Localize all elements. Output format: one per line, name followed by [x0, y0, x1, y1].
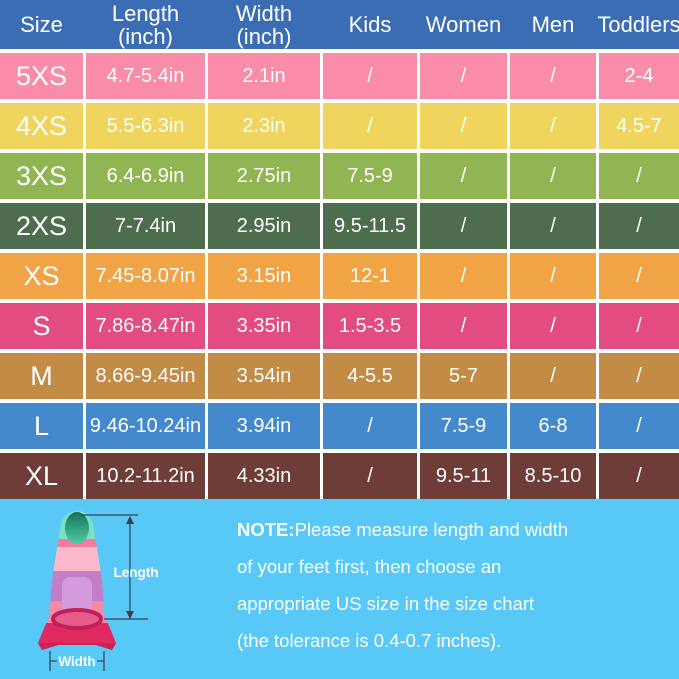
table-cell: 4.33in — [208, 453, 320, 499]
table-cell: 8.5-10 — [510, 453, 596, 499]
table-cell: / — [510, 203, 596, 249]
footer-section: Length Width NOTE:Please measure length … — [0, 499, 679, 679]
table-cell: / — [510, 353, 596, 399]
table-cell: 4-5.5 — [323, 353, 417, 399]
fin-illustration: Length Width — [38, 511, 159, 671]
column-header-size: Size — [0, 0, 83, 49]
table-cell: 3.54in — [208, 353, 320, 399]
table-cell: / — [510, 53, 596, 99]
table-cell: / — [599, 253, 679, 299]
table-grid: Size Length (inch) Width (inch) Kids Wom… — [0, 0, 679, 499]
size-label: 3XS — [0, 153, 83, 199]
table-cell: 7.45-8.07in — [86, 253, 205, 299]
note-text: NOTE:Please measure length and width of … — [237, 511, 568, 659]
column-header-men: Men — [510, 0, 596, 49]
size-label: XL — [0, 453, 83, 499]
column-header-sublabel: (inch) — [117, 23, 173, 49]
table-cell: 7-7.4in — [86, 203, 205, 249]
width-label: Width — [58, 654, 95, 669]
column-header-label: Length — [111, 0, 180, 26]
size-chart-table: Size Length (inch) Width (inch) Kids Wom… — [0, 0, 679, 499]
table-cell: / — [599, 203, 679, 249]
table-cell: 4.5-7 — [599, 103, 679, 149]
table-cell: / — [420, 153, 507, 199]
table-cell: 10.2-11.2in — [86, 453, 205, 499]
table-cell: 9.46-10.24in — [86, 403, 205, 449]
fin-body — [38, 511, 116, 650]
size-label: 2XS — [0, 203, 83, 249]
note-line: NOTE:Please measure length and width — [237, 511, 568, 548]
table-cell: / — [599, 153, 679, 199]
column-header-label: Width — [235, 0, 293, 26]
table-cell: 9.5-11.5 — [323, 203, 417, 249]
table-cell: / — [420, 103, 507, 149]
size-label: L — [0, 403, 83, 449]
table-cell: 4.7-5.4in — [86, 53, 205, 99]
table-cell: / — [323, 53, 417, 99]
size-label: M — [0, 353, 83, 399]
table-cell: 5-7 — [420, 353, 507, 399]
table-cell: 12-1 — [323, 253, 417, 299]
column-header-sublabel: (inch) — [236, 23, 292, 49]
table-cell: 5.5-6.3in — [86, 103, 205, 149]
column-header-kids: Kids — [323, 0, 417, 49]
column-header-width: Width (inch) — [208, 0, 320, 49]
column-header-women: Women — [420, 0, 507, 49]
size-label: S — [0, 303, 83, 349]
table-cell: / — [420, 253, 507, 299]
length-label: Length — [114, 565, 159, 580]
table-cell: 7.5-9 — [420, 403, 507, 449]
table-cell: / — [420, 303, 507, 349]
note-line: (the tolerance is 0.4-0.7 inches). — [237, 630, 502, 651]
column-header-label: Women — [425, 12, 502, 37]
table-cell: / — [599, 303, 679, 349]
column-header-label: Size — [20, 12, 63, 37]
column-header-label: Toddlers — [597, 12, 679, 37]
note-label: NOTE: — [237, 519, 295, 540]
note-line: of your feet first, then choose an — [237, 556, 502, 577]
table-cell: 3.94in — [208, 403, 320, 449]
table-cell: / — [599, 403, 679, 449]
column-header-length: Length (inch) — [86, 0, 205, 49]
note-line: appropriate US size in the size chart — [237, 593, 535, 614]
table-cell: / — [420, 53, 507, 99]
table-cell: / — [599, 353, 679, 399]
column-header-toddlers: Toddlers — [597, 0, 679, 49]
table-cell: / — [510, 303, 596, 349]
table-cell: / — [510, 153, 596, 199]
measurement-arrows — [126, 516, 134, 619]
table-cell: / — [420, 203, 507, 249]
table-cell: / — [510, 103, 596, 149]
table-cell: 6-8 — [510, 403, 596, 449]
table-header-bar — [0, 0, 679, 49]
table-cell: 2.95in — [208, 203, 320, 249]
table-cell: / — [510, 253, 596, 299]
note-line-text: Please measure length and width — [294, 519, 569, 540]
table-cell: / — [323, 453, 417, 499]
table-cell: 7.5-9 — [323, 153, 417, 199]
table-cell: / — [323, 103, 417, 149]
table-cell: / — [599, 453, 679, 499]
table-cell: 2.75in — [208, 153, 320, 199]
size-label: XS — [0, 253, 83, 299]
table-cell: 1.5-3.5 — [323, 303, 417, 349]
table-cell: 9.5-11 — [420, 453, 507, 499]
table-cell: 2.3in — [208, 103, 320, 149]
table-cell: 3.15in — [208, 253, 320, 299]
column-header-label: Kids — [348, 12, 392, 37]
table-cell: 8.66-9.45in — [86, 353, 205, 399]
table-cell: / — [323, 403, 417, 449]
column-header-label: Men — [531, 12, 575, 37]
table-cell: 3.35in — [208, 303, 320, 349]
measurement-lines — [49, 514, 148, 671]
size-label: 5XS — [0, 53, 83, 99]
table-cell: 2.1in — [208, 53, 320, 99]
table-cell: 2-4 — [599, 53, 679, 99]
table-cell: 7.86-8.47in — [86, 303, 205, 349]
size-label: 4XS — [0, 103, 83, 149]
table-cell: 6.4-6.9in — [86, 153, 205, 199]
